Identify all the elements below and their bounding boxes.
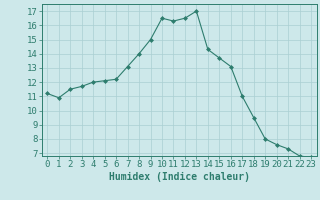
X-axis label: Humidex (Indice chaleur): Humidex (Indice chaleur)	[109, 172, 250, 182]
